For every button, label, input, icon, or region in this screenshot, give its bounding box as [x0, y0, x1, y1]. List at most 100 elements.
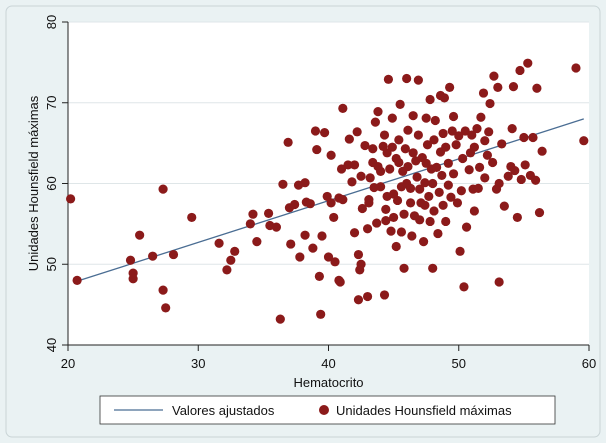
data-point: [493, 82, 503, 93]
data-point: [476, 112, 486, 122]
data-point: [461, 222, 472, 232]
data-point: [403, 125, 413, 135]
data-point: [467, 130, 477, 140]
data-point: [323, 252, 334, 262]
data-point: [335, 277, 345, 287]
data-point: [373, 107, 383, 117]
data-point: [508, 82, 519, 92]
data-point: [389, 212, 399, 223]
data-point: [158, 184, 168, 194]
data-point: [415, 215, 425, 225]
data-point: [391, 241, 401, 252]
data-point: [402, 73, 412, 84]
data-point: [507, 123, 517, 134]
data-point: [433, 228, 443, 239]
y-tick-label: 70: [44, 96, 59, 110]
y-tick-label: 60: [44, 176, 59, 190]
data-point: [429, 135, 439, 145]
data-point: [428, 178, 438, 189]
data-point: [482, 150, 493, 160]
data-point: [438, 200, 448, 210]
data-point: [452, 198, 463, 208]
data-point: [395, 99, 405, 109]
x-axis-label: Hematocrito: [293, 375, 363, 390]
data-point: [571, 63, 581, 73]
data-point: [451, 140, 461, 150]
data-point: [372, 218, 382, 228]
data-point: [480, 173, 490, 183]
data-point: [347, 177, 357, 187]
data-point: [230, 246, 240, 256]
data-points: [66, 58, 589, 324]
x-tick-label: 40: [321, 356, 335, 371]
data-point: [530, 175, 541, 185]
data-point: [226, 255, 236, 265]
data-point: [364, 195, 374, 205]
data-point: [356, 171, 366, 181]
data-point: [349, 228, 360, 238]
y-tick-label: 80: [44, 15, 59, 29]
data-point: [245, 219, 255, 229]
data-point: [128, 274, 138, 284]
data-point: [528, 132, 538, 143]
data-point: [425, 216, 435, 227]
data-point: [386, 226, 396, 236]
data-point: [316, 309, 326, 319]
data-point: [338, 103, 348, 114]
data-point: [425, 94, 435, 105]
data-point: [413, 130, 423, 140]
data-point: [421, 113, 431, 123]
data-point: [441, 142, 451, 152]
data-point: [362, 291, 373, 302]
data-point: [458, 153, 468, 164]
data-point: [519, 132, 529, 143]
data-point: [252, 237, 262, 247]
y-tick-label: 50: [44, 257, 59, 271]
data-point: [441, 216, 451, 227]
data-point: [454, 131, 464, 141]
data-point: [499, 201, 509, 211]
data-point: [429, 206, 439, 216]
data-point: [310, 126, 321, 136]
data-point: [399, 263, 409, 273]
data-point: [135, 230, 145, 240]
data-point: [381, 204, 391, 214]
legend-points-label: Unidades Hounsfield máximas: [336, 403, 512, 418]
data-point: [520, 160, 530, 170]
data-point: [379, 130, 390, 140]
data-point: [376, 182, 386, 192]
data-point: [370, 117, 380, 127]
data-point: [469, 142, 479, 152]
data-point: [579, 136, 589, 146]
x-tick-label: 50: [452, 356, 466, 371]
y-tick-label: 40: [44, 338, 59, 352]
data-point: [455, 246, 465, 256]
data-point: [357, 203, 367, 214]
data-point: [412, 172, 422, 182]
data-point: [422, 140, 433, 150]
data-point: [394, 157, 404, 168]
data-point: [448, 169, 459, 179]
legend-points-swatch: [319, 405, 329, 415]
data-point: [330, 257, 340, 267]
data-point: [383, 74, 394, 84]
data-point: [161, 303, 171, 313]
data-point: [396, 227, 407, 237]
data-point: [489, 71, 499, 81]
y-axis-label: Unidades Hounsfield máximas: [26, 95, 41, 271]
data-point: [278, 179, 288, 189]
data-point: [485, 98, 495, 109]
data-point: [439, 93, 450, 103]
data-point: [148, 251, 158, 261]
data-point: [326, 150, 336, 160]
data-point: [459, 282, 469, 292]
data-point: [376, 166, 386, 176]
data-point: [434, 187, 444, 197]
data-point: [405, 183, 416, 193]
data-point: [385, 164, 395, 174]
data-point: [362, 224, 373, 234]
data-point: [286, 239, 296, 249]
data-point: [394, 135, 404, 145]
data-point: [158, 285, 168, 295]
tick-labels: 40 50 60 70 80 20 30 40 50 60: [44, 15, 596, 371]
